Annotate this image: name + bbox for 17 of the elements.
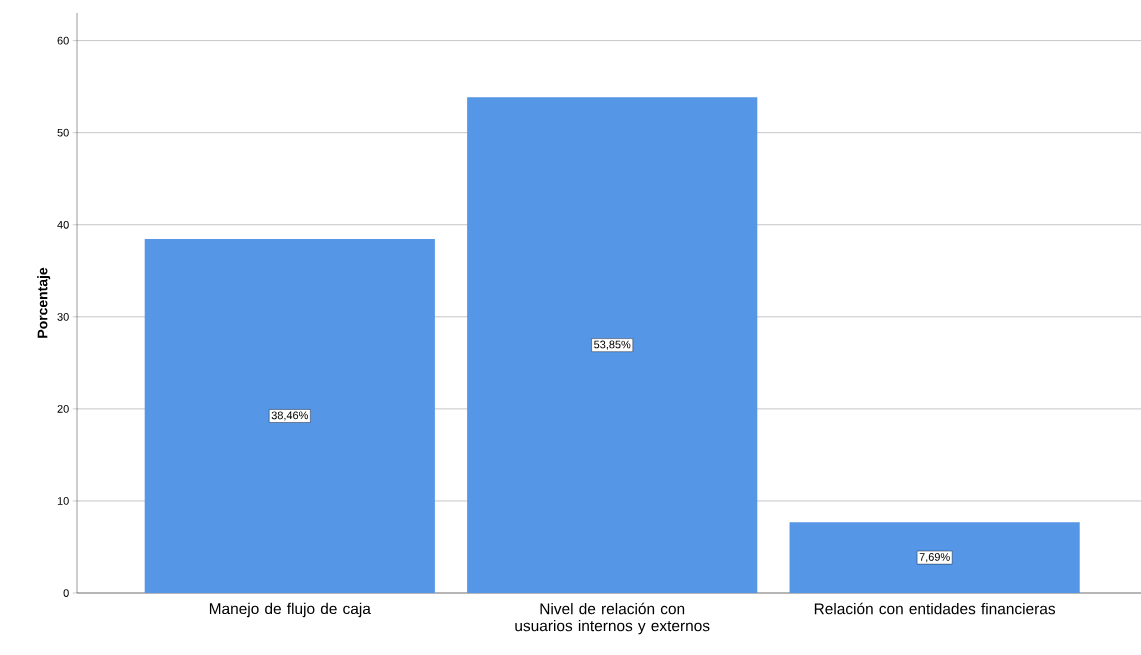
data-label: 53,85% <box>594 340 631 350</box>
bar <box>467 97 758 593</box>
y-tick-label: 60 <box>57 36 69 45</box>
data-label: 7,69% <box>919 553 950 563</box>
y-tick-label: 20 <box>57 405 69 413</box>
x-tick-label: Nivel de relación con usuarios internos y externos <box>515 602 710 635</box>
x-tick-label: Manejo de flujo de caja <box>209 602 371 618</box>
y-tick-label: 50 <box>57 128 69 137</box>
y-tick-label: 10 <box>57 497 69 505</box>
y-tick-label: 30 <box>57 312 69 321</box>
y-axis-title: Porcentaje <box>37 267 51 338</box>
y-tick-label: 0 <box>63 589 69 597</box>
data-label: 38,46% <box>271 411 308 421</box>
bar <box>144 238 435 593</box>
x-tick-label: Relación con entidades financieras <box>814 602 1056 615</box>
y-tick-label: 40 <box>57 220 69 229</box>
bar <box>789 522 1080 593</box>
